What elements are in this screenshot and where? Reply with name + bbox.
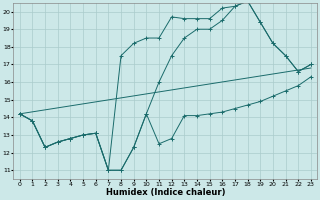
X-axis label: Humidex (Indice chaleur): Humidex (Indice chaleur) (106, 188, 225, 197)
